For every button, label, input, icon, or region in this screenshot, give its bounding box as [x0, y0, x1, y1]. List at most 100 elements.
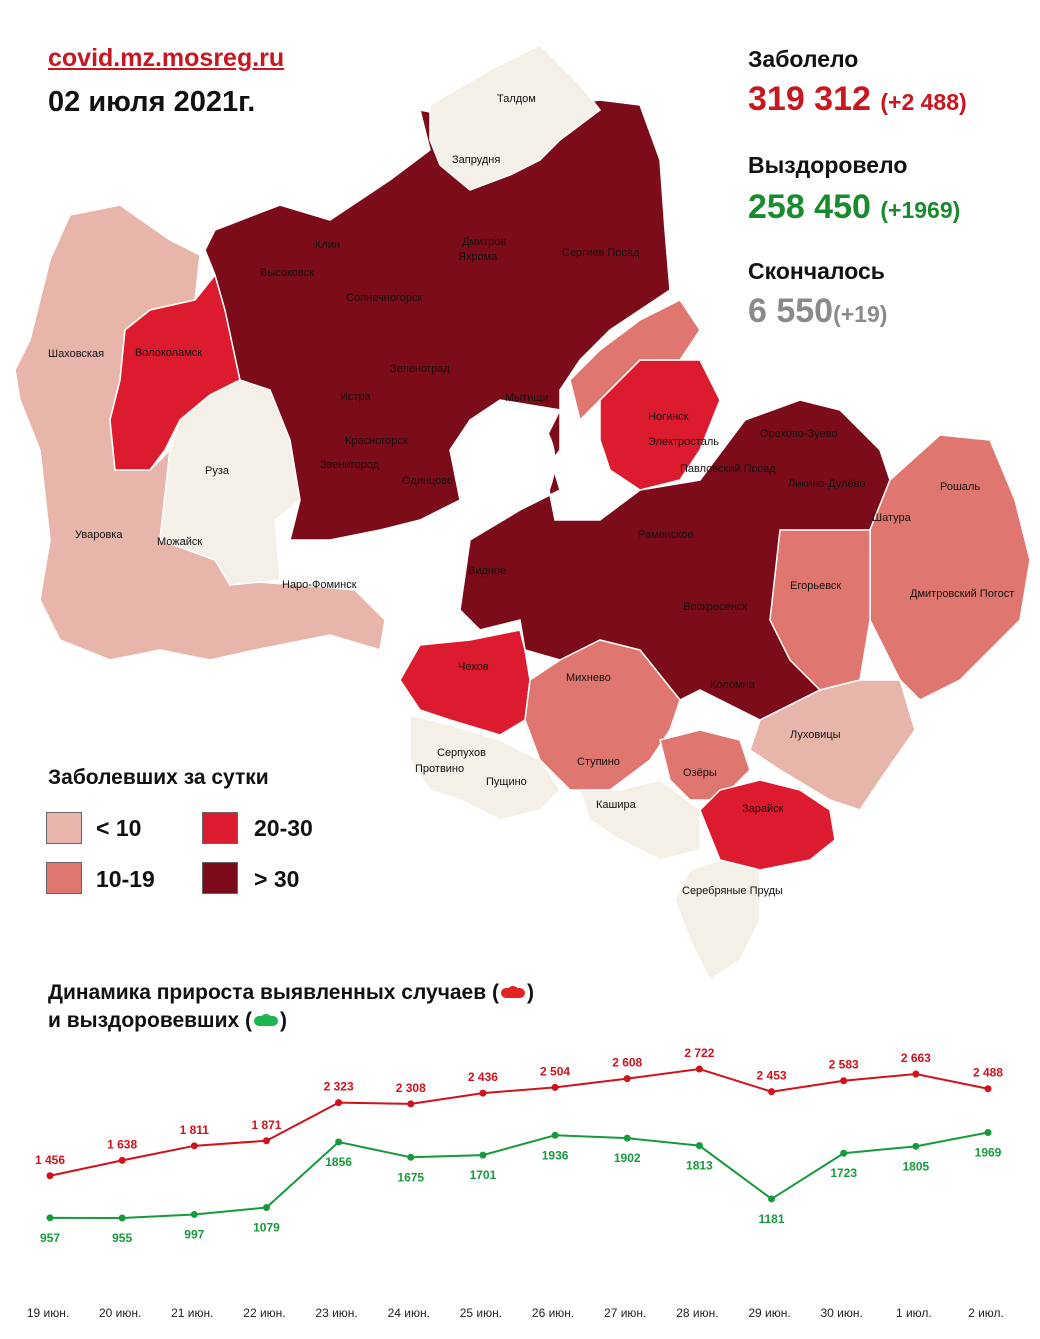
- legend-label-gt30: > 30: [254, 866, 300, 892]
- cases-data-label: 1 456: [35, 1153, 65, 1167]
- region-ozery: [659, 729, 751, 801]
- x-tick-label: 20 июн.: [99, 1306, 141, 1320]
- x-tick-label: 21 июн.: [171, 1306, 213, 1320]
- moscow-region-map: Талдом Запрудня Клин Дмитров Сергиев Пос…: [14, 44, 1031, 982]
- district-label: Рошаль: [940, 481, 980, 493]
- district-label: Воскресенск: [683, 601, 747, 613]
- district-label: Егорьевск: [790, 580, 841, 592]
- cases-data-label: 1 871: [251, 1118, 281, 1132]
- district-label: Ногинск: [648, 411, 689, 423]
- recovered-data-label: 955: [112, 1231, 132, 1245]
- district-label: Запрудня: [452, 154, 500, 166]
- district-label: Звенигород: [320, 459, 380, 471]
- district-label: Высоковск: [260, 267, 314, 279]
- district-label: Ликино-Дулёво: [788, 478, 866, 490]
- district-label: Коломна: [710, 679, 756, 691]
- source-link[interactable]: covid.mz.mosreg.ru: [48, 44, 285, 72]
- recovered-data-label: 957: [40, 1231, 60, 1245]
- cases-data-label: 2 608: [612, 1056, 642, 1070]
- district-label: Ступино: [577, 756, 620, 768]
- district-label: Истра: [340, 391, 372, 403]
- cases-data-point: [912, 1070, 920, 1078]
- district-label: Наро-Фоминск: [282, 579, 357, 591]
- legend-swatch-gt30: [202, 862, 238, 894]
- cases-data-point: [262, 1137, 270, 1145]
- cases-data-label: 2 323: [324, 1080, 354, 1094]
- x-tick-label: 29 июн.: [748, 1306, 790, 1320]
- recovered-data-label: 1813: [686, 1159, 713, 1173]
- x-tick-label: 25 июн.: [460, 1306, 502, 1320]
- recovered-data-point: [551, 1131, 559, 1139]
- cases-data-point: [768, 1088, 776, 1096]
- sick-label: Заболело: [748, 46, 859, 72]
- cases-data-point: [984, 1085, 992, 1093]
- recovered-data-label: 1675: [397, 1170, 424, 1184]
- district-label: Клин: [315, 239, 340, 251]
- district-label: Серпухов: [437, 747, 486, 759]
- cases-data-label: 2 504: [540, 1064, 570, 1078]
- district-labels: Талдом Запрудня Клин Дмитров Сергиев Пос…: [48, 93, 1014, 897]
- chart-x-ticks: 19 июн. 20 июн. 21 июн. 22 июн. 23 июн. 24 ию…: [27, 1306, 1004, 1320]
- dynamics-title-line2: и выздоровевших (): [48, 1007, 534, 1035]
- recovered-data-point: [695, 1142, 703, 1150]
- cases-data-point: [407, 1100, 415, 1108]
- dynamics-paren1: ): [526, 981, 534, 1004]
- cases-data-point: [551, 1083, 559, 1091]
- district-label: Раменское: [638, 529, 694, 541]
- district-label: Зеленоград: [390, 363, 450, 375]
- died-delta: (+19): [833, 301, 888, 327]
- district-label: Луховицы: [790, 729, 841, 741]
- district-label: Уваровка: [75, 529, 123, 541]
- district-label: Шаховская: [48, 348, 104, 360]
- legend-swatch-lt10: [46, 812, 82, 844]
- died-value-row: 6 550(+19): [748, 292, 887, 331]
- region-moscow: [454, 410, 556, 513]
- cases-data-label: 2 488: [973, 1066, 1003, 1080]
- recovered-data-label: 1856: [325, 1155, 352, 1169]
- region-zaraysk: [699, 779, 836, 871]
- died-value: 6 550: [748, 292, 834, 330]
- recovered-data-point: [407, 1153, 415, 1161]
- x-tick-label: 19 июн.: [27, 1306, 69, 1320]
- recovered-data-label: 1079: [253, 1221, 280, 1235]
- dynamics-title-line1: Динамика прироста выявленных случаев (): [48, 979, 534, 1007]
- died-label: Скончалось: [748, 258, 885, 284]
- recovered-value: 258 450: [748, 188, 871, 226]
- district-label: Орехово-Зуево: [760, 428, 838, 440]
- recovered-data-point: [479, 1151, 487, 1159]
- district-label: Можайск: [157, 536, 202, 548]
- region-south-light: [409, 714, 761, 982]
- chart-points: [46, 1065, 992, 1222]
- cases-data-point: [46, 1172, 54, 1180]
- cases-data-point: [479, 1089, 487, 1097]
- legend-label-lt10: < 10: [96, 815, 142, 841]
- district-label: Михнево: [566, 672, 611, 684]
- district-label: Руза: [205, 465, 230, 477]
- x-tick-label: 1 июл.: [896, 1306, 932, 1320]
- cases-data-label: 1 811: [180, 1123, 210, 1137]
- sick-value-row: 319 312 (+2 488): [748, 80, 967, 119]
- recovered-data-label: 1969: [975, 1145, 1002, 1159]
- district-label: Красногорск: [345, 435, 408, 447]
- district-label: Серебряные Пруды: [682, 885, 783, 897]
- legend-title: Заболевших за сутки: [48, 766, 269, 789]
- cases-data-label: 2 722: [684, 1046, 714, 1060]
- x-tick-label: 22 июн.: [243, 1306, 285, 1320]
- district-label: Сергиев Посад: [562, 247, 640, 259]
- cases-data-point: [118, 1156, 126, 1164]
- recovered-data-point: [984, 1128, 992, 1136]
- district-label: Пущино: [486, 776, 527, 788]
- x-tick-label: 23 июн.: [315, 1306, 357, 1320]
- legend-label-10-19: 10-19: [96, 866, 155, 892]
- cases-data-point: [190, 1142, 198, 1150]
- region-stupino: [524, 639, 681, 791]
- recovered-data-point: [335, 1138, 343, 1146]
- dynamics-title: Динамика прироста выявленных случаев () …: [48, 979, 534, 1035]
- region-east-mid: [869, 434, 1031, 701]
- district-label: Протвино: [415, 763, 464, 775]
- region-shchelkovo-mid: [569, 299, 701, 422]
- legend-swatch-20-30: [202, 812, 238, 844]
- dynamics-title-text2: и выздоровевших (: [48, 1009, 252, 1032]
- x-tick-label: 30 июн.: [821, 1306, 863, 1320]
- recovered-label: Выздоровело: [748, 152, 908, 178]
